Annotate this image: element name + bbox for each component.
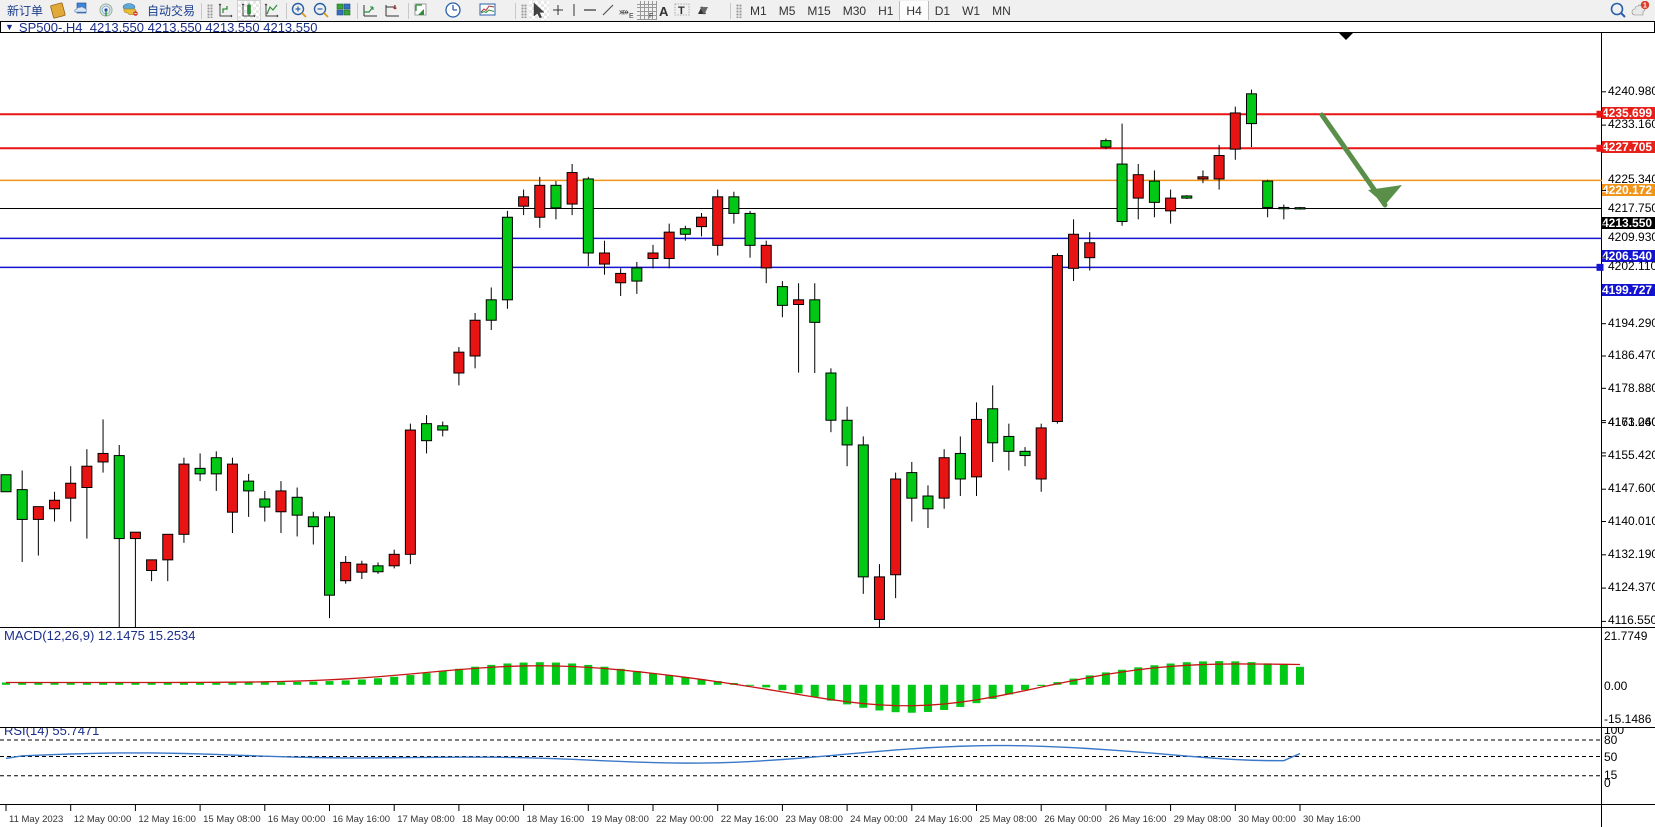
svg-text:23 May 08:00: 23 May 08:00 [785, 814, 843, 825]
svg-text:T: T [678, 5, 685, 17]
svg-text:17 May 08:00: 17 May 08:00 [397, 814, 455, 825]
svg-text:24 May 16:00: 24 May 16:00 [915, 814, 973, 825]
svg-text:19 May 08:00: 19 May 08:00 [591, 814, 649, 825]
svg-text:12 May 00:00: 12 May 00:00 [74, 814, 132, 825]
svg-text:24 May 00:00: 24 May 00:00 [850, 814, 908, 825]
svg-text:F: F [649, 13, 653, 20]
svg-text:11 May 2023: 11 May 2023 [9, 814, 63, 825]
svg-text:25 May 08:00: 25 May 08:00 [980, 814, 1038, 825]
svg-text:18 May 16:00: 18 May 16:00 [527, 814, 585, 825]
svg-text:29 May 08:00: 29 May 08:00 [1174, 814, 1232, 825]
svg-text:⤘: ⤘ [619, 6, 629, 18]
svg-text:26 May 00:00: 26 May 00:00 [1044, 814, 1102, 825]
svg-text:1: 1 [1643, 3, 1647, 10]
svg-text:26 May 16:00: 26 May 16:00 [1109, 814, 1167, 825]
svg-text:16 May 16:00: 16 May 16:00 [333, 814, 391, 825]
svg-text:15 May 08:00: 15 May 08:00 [203, 814, 261, 825]
svg-text:A: A [659, 4, 669, 19]
svg-text:22 May 00:00: 22 May 00:00 [656, 814, 714, 825]
svg-text:E: E [629, 13, 634, 20]
svg-text:16 May 00:00: 16 May 00:00 [268, 814, 326, 825]
svg-text:12 May 16:00: 12 May 16:00 [138, 814, 196, 825]
svg-text:30 May 00:00: 30 May 00:00 [1238, 814, 1296, 825]
svg-text:22 May 16:00: 22 May 16:00 [721, 814, 779, 825]
svg-text:30 May 16:00: 30 May 16:00 [1303, 814, 1361, 825]
svg-text:18 May 00:00: 18 May 00:00 [462, 814, 520, 825]
